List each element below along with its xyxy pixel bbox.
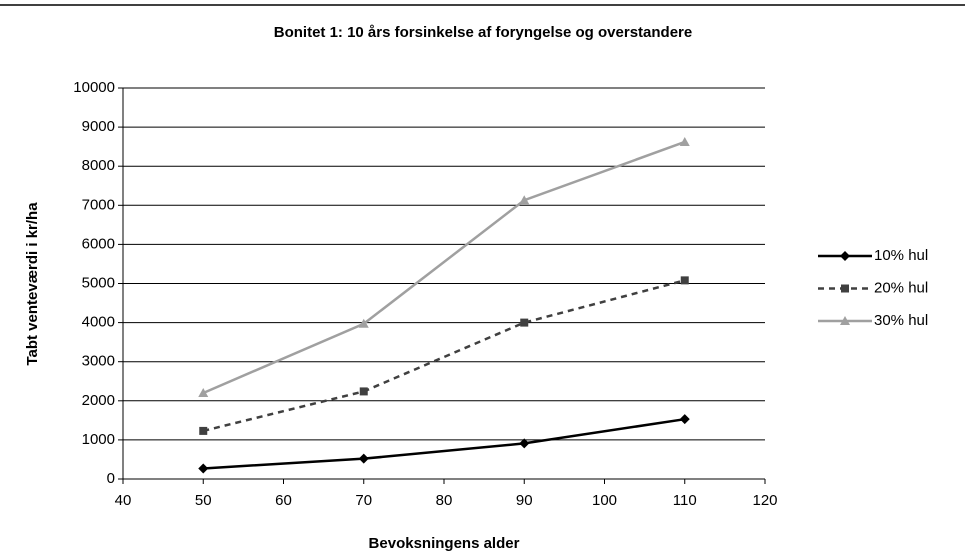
y-tick-label: 0 — [107, 470, 115, 487]
legend-label: 30% hul — [874, 312, 928, 329]
x-tick-label: 100 — [592, 492, 617, 509]
y-tick-label: 9000 — [82, 118, 115, 135]
y-tick-label: 7000 — [82, 196, 115, 213]
x-axis-title: Bevoksningens alder — [369, 535, 520, 552]
data-point — [358, 453, 369, 464]
data-point — [680, 276, 689, 285]
data-point — [519, 438, 530, 449]
legend-label: 10% hul — [874, 247, 928, 264]
x-tick-label: 80 — [436, 492, 453, 509]
y-tick-label: 4000 — [82, 314, 115, 331]
legend-marker — [840, 251, 850, 261]
chart-title: Bonitet 1: 10 års forsinkelse af forynge… — [274, 24, 692, 41]
data-point — [679, 414, 690, 425]
data-point — [520, 318, 529, 327]
x-tick-label: 110 — [673, 492, 697, 509]
y-tick-label: 8000 — [82, 157, 115, 174]
data-point — [198, 387, 209, 397]
series-line — [203, 417, 685, 470]
data-point — [198, 463, 209, 474]
data-point — [359, 387, 368, 396]
x-tick-label: 60 — [275, 492, 292, 509]
y-tick-label: 2000 — [82, 392, 115, 409]
legend-marker — [840, 316, 850, 325]
y-tick-label: 3000 — [82, 353, 115, 370]
y-tick-label: 5000 — [82, 274, 115, 291]
y-tick-label: 1000 — [82, 431, 115, 448]
series-line — [202, 140, 686, 395]
legend-label: 20% hul — [874, 279, 928, 296]
data-point — [358, 318, 369, 328]
x-tick-label: 50 — [195, 492, 212, 509]
series-line — [202, 279, 686, 433]
data-point — [519, 195, 530, 205]
x-tick-label: 90 — [516, 492, 533, 509]
y-tick-label: 10000 — [73, 79, 115, 96]
x-tick-label: 70 — [355, 492, 372, 509]
y-tick-label: 6000 — [82, 235, 115, 252]
x-tick-label: 120 — [752, 492, 777, 509]
data-point — [679, 136, 690, 146]
legend-marker — [841, 284, 849, 293]
y-axis-title: Tabt venteværdi i kr/ha — [24, 202, 41, 366]
x-tick-label: 40 — [115, 492, 132, 509]
data-point — [199, 426, 208, 435]
